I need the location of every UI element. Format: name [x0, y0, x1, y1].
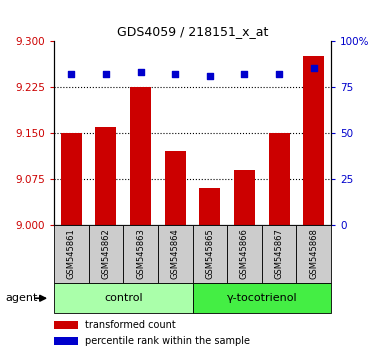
Title: GDS4059 / 218151_x_at: GDS4059 / 218151_x_at — [117, 25, 268, 38]
Text: GSM545863: GSM545863 — [136, 229, 145, 279]
Point — [137, 69, 144, 75]
Text: GSM545865: GSM545865 — [205, 229, 214, 279]
Bar — [262, 225, 296, 283]
Text: transformed count: transformed count — [85, 320, 176, 330]
Point — [68, 71, 74, 77]
Bar — [296, 225, 331, 283]
Bar — [269, 133, 290, 225]
Bar — [158, 225, 192, 283]
Bar — [89, 225, 123, 283]
Bar — [95, 127, 116, 225]
Bar — [192, 283, 331, 313]
Bar — [54, 225, 89, 283]
Text: percentile rank within the sample: percentile rank within the sample — [85, 336, 250, 346]
Point — [103, 71, 109, 77]
Bar — [54, 337, 78, 345]
Bar — [54, 283, 192, 313]
Text: control: control — [104, 293, 142, 303]
Bar — [227, 225, 262, 283]
Text: GSM545868: GSM545868 — [309, 229, 318, 279]
Bar — [123, 225, 158, 283]
Bar — [199, 188, 220, 225]
Point — [311, 65, 317, 71]
Text: GSM545861: GSM545861 — [67, 229, 76, 279]
Bar — [234, 170, 255, 225]
Bar — [54, 321, 78, 329]
Text: GSM545864: GSM545864 — [171, 229, 180, 279]
Point — [207, 73, 213, 79]
Point — [172, 71, 178, 77]
Bar — [165, 151, 186, 225]
Text: γ-tocotrienol: γ-tocotrienol — [226, 293, 297, 303]
Bar — [192, 225, 227, 283]
Text: GSM545862: GSM545862 — [101, 229, 110, 279]
Text: GSM545867: GSM545867 — [275, 229, 284, 279]
Bar — [303, 56, 324, 225]
Bar — [61, 133, 82, 225]
Text: GSM545866: GSM545866 — [240, 229, 249, 279]
Bar — [130, 87, 151, 225]
Point — [276, 71, 282, 77]
Text: agent: agent — [6, 293, 38, 303]
Point — [241, 71, 248, 77]
